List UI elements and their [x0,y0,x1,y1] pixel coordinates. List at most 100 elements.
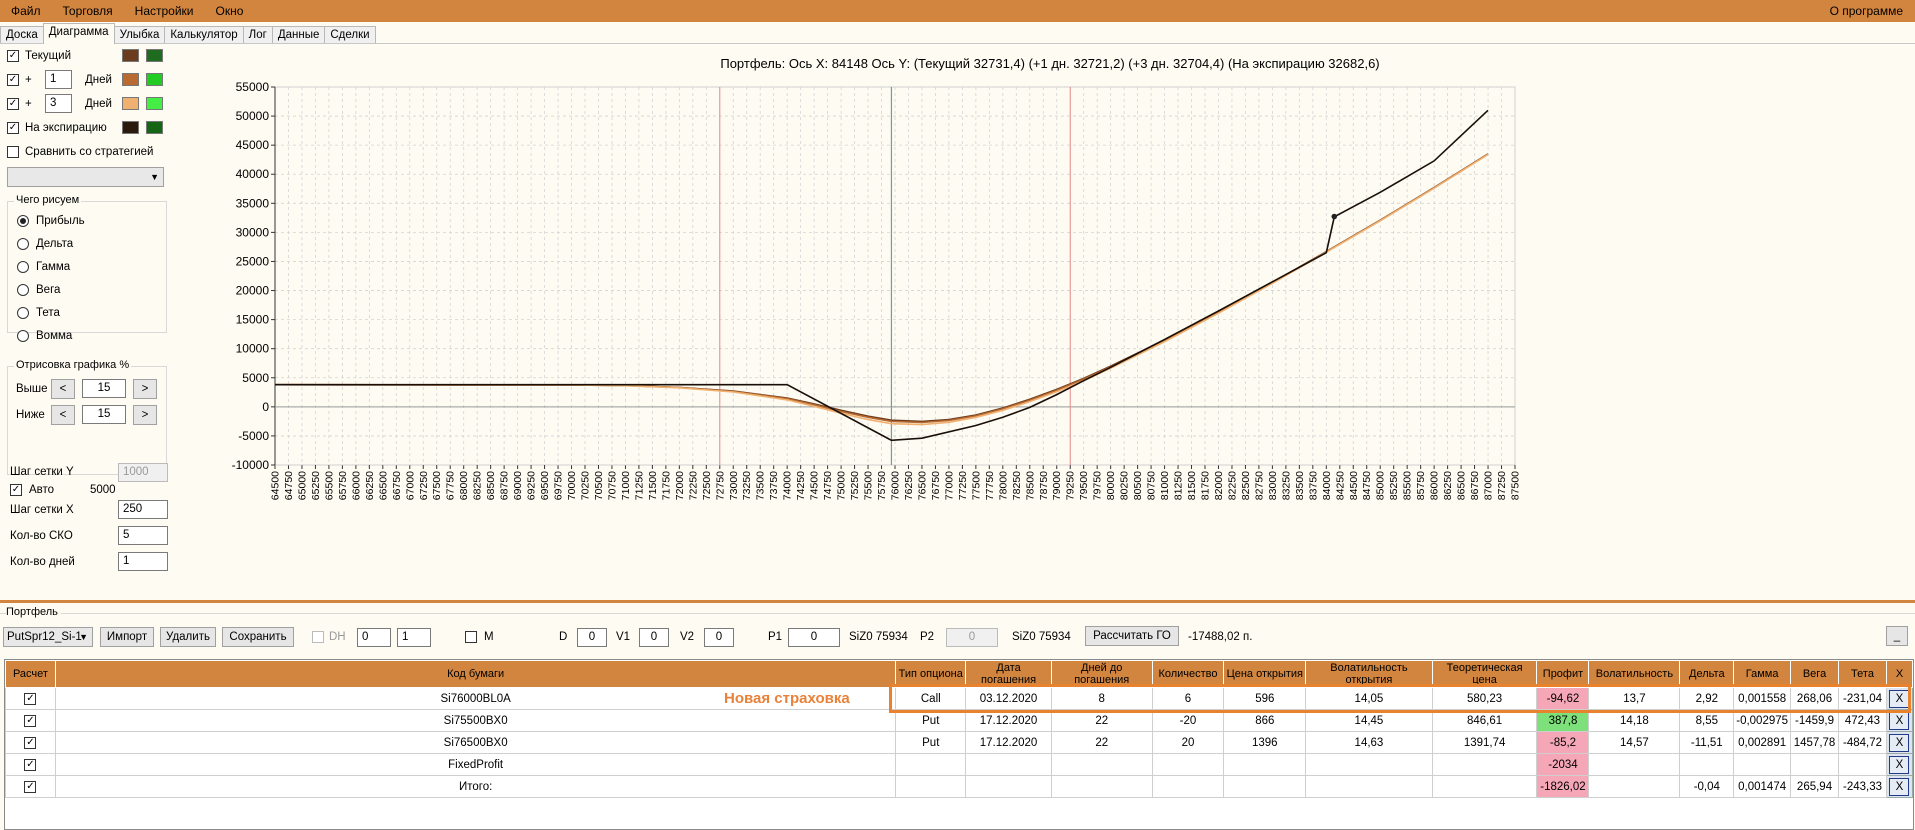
table-row[interactable]: ✓ Итого: -1826,02 -0,04 0,001474 265,94 -243,3… [5,775,1913,798]
menu-settings[interactable]: Настройки [134,4,194,18]
delete-button[interactable]: Удалить [160,627,216,647]
exp-color-a[interactable] [122,121,139,134]
portfolio-select-value: PutSpr12_Si-1 [7,631,82,643]
table-header[interactable]: Вега [1790,660,1840,688]
plus-days-1-checkbox[interactable]: ✓ [7,74,19,86]
tab-board[interactable]: Доска [0,26,44,44]
tab-diagram[interactable]: Диаграмма [42,23,115,44]
x-tick-label: 68750 [499,471,511,500]
calc-checkbox[interactable]: ✓ [24,715,37,727]
radio-profit[interactable] [17,215,29,227]
calc-checkbox[interactable]: ✓ [24,759,37,771]
table-row[interactable]: ✓ Si75500BX0 Put 17.12.2020 22 -20 866 14,45 846… [5,709,1913,732]
below-more-button[interactable]: > [133,405,157,425]
table-header[interactable]: Количество [1151,660,1225,688]
calc-go-button[interactable]: Рассчитать ГО [1085,626,1179,646]
table-cell: 0,001558 [1733,687,1792,710]
dh-spinner-2[interactable]: 1 [397,628,431,647]
menu-file[interactable]: Файл [11,4,41,18]
radio-vega[interactable] [17,284,29,296]
menu-about[interactable]: О программе [1829,4,1903,18]
x-tick-label: 73250 [741,471,753,500]
days-label-2: Дней [85,98,112,110]
splitter[interactable] [0,600,1915,603]
table-header[interactable]: Волатильность открытия [1305,660,1433,688]
current-color-a[interactable] [122,49,139,62]
table-header[interactable]: Тета [1838,660,1887,688]
payoff-chart[interactable]: 64500 64750 65000 65250 65500 65750 66000 66250… [230,56,1870,576]
table-header[interactable]: X [1885,660,1913,688]
p1-input[interactable]: 0 [788,628,840,647]
table-header[interactable]: Тип опциона [895,660,967,688]
sko-input[interactable]: 5 [118,526,168,545]
grid-x-input[interactable]: 250 [118,500,168,519]
d3-color-a[interactable] [122,97,139,110]
plot-area [274,86,1516,466]
menu-window[interactable]: Окно [215,4,244,18]
current-checkbox[interactable]: ✓ [7,50,19,62]
table-header[interactable]: Теоретическая цена [1431,660,1538,688]
x-tick-label: 86250 [1442,471,1454,500]
p2-input[interactable]: 0 [946,628,998,647]
v2-input[interactable]: 0 [704,628,734,647]
remove-row-button[interactable]: X [1889,733,1910,752]
radio-delta[interactable] [17,238,29,250]
remove-row-button[interactable]: X [1889,755,1910,774]
d3-color-b[interactable] [146,97,163,110]
m-checkbox[interactable] [465,631,477,643]
table-header[interactable]: Профит [1536,660,1590,688]
save-button[interactable]: Сохранить [222,627,294,647]
dh-checkbox[interactable] [312,631,324,643]
tab-calculator[interactable]: Калькулятор [164,26,244,44]
d1-color-b[interactable] [146,73,163,86]
import-button[interactable]: Импорт [100,627,154,647]
plus-days-3-checkbox[interactable]: ✓ [7,98,19,110]
above-less-button[interactable]: < [51,379,75,399]
calc-checkbox[interactable]: ✓ [24,781,37,793]
table-row[interactable]: ✓ Si76500BX0 Put 17.12.2020 22 20 1396 14,63 139… [5,731,1913,754]
compare-checkbox[interactable] [7,146,19,158]
current-color-b[interactable] [146,49,163,62]
table-header[interactable]: Дата погашения [965,660,1052,688]
tab-deals[interactable]: Сделки [324,26,376,44]
v1-input[interactable]: 0 [639,628,669,647]
radio-vomma[interactable] [17,330,29,342]
x-tick-label: 78000 [997,471,1009,500]
x-tick-label: 67500 [431,471,443,500]
days-count-input[interactable]: 1 [118,552,168,571]
strategy-select[interactable]: ▼ [7,167,164,187]
table-row[interactable]: ✓ FixedProfit -2034 X [5,753,1913,776]
radio-theta[interactable] [17,307,29,319]
table-header[interactable]: Код бумаги [54,660,897,688]
profit-cell: -85,2 [1536,731,1590,754]
plus-days-3-input[interactable]: 3 [45,94,72,113]
below-input[interactable]: 15 [82,405,126,424]
grid-y-input[interactable]: 1000 [118,463,168,482]
exp-color-b[interactable] [146,121,163,134]
calc-checkbox[interactable]: ✓ [24,737,37,749]
table-header[interactable]: Волатильность [1588,660,1681,688]
minimize-button[interactable]: _ [1886,626,1908,646]
remove-row-button[interactable]: X [1889,777,1910,796]
tab-data[interactable]: Данные [271,26,326,44]
remove-row-button[interactable]: X [1889,689,1910,708]
above-input[interactable]: 15 [82,379,126,398]
below-less-button[interactable]: < [51,405,75,425]
dh-spinner-1[interactable]: 0 [357,628,391,647]
tab-log[interactable]: Лог [242,26,273,44]
calc-checkbox[interactable]: ✓ [24,693,37,705]
radio-gamma[interactable] [17,261,29,273]
remove-row-button[interactable]: X [1889,711,1910,730]
d1-color-a[interactable] [122,73,139,86]
above-more-button[interactable]: > [133,379,157,399]
expiration-checkbox[interactable]: ✓ [7,122,19,134]
d-input[interactable]: 0 [577,628,607,647]
table-header[interactable]: Расчет [5,660,56,688]
auto-checkbox[interactable]: ✓ [10,484,22,496]
tab-smile[interactable]: Улыбка [113,26,166,44]
plus-days-1-input[interactable]: 1 [45,70,72,89]
menu-trade[interactable]: Торговля [62,4,113,18]
table-row[interactable]: ✓ Si76000BL0A Call 03.12.2020 8 6 596 14,05 580,… [5,687,1913,710]
table-header[interactable]: Дней до погашения [1050,660,1153,688]
portfolio-select[interactable]: PutSpr12_Si-1 ▼ [3,627,93,647]
